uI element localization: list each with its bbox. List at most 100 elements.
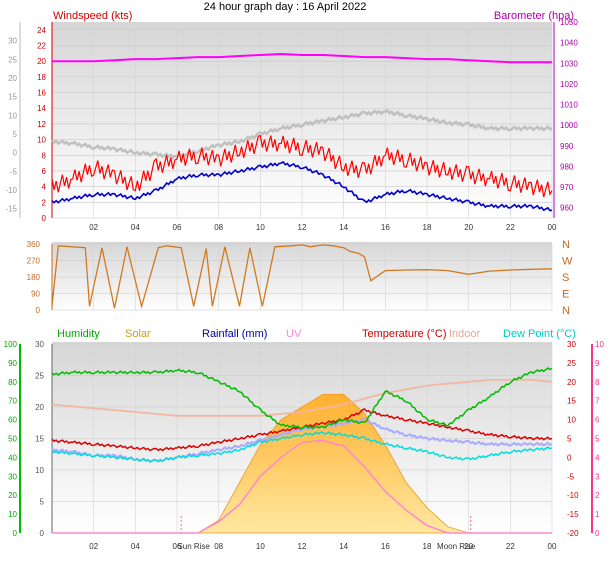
time-tick-label: 18 [423,223,432,232]
humidity-tick-label: 40 [8,453,17,462]
barometer-axis-label: Barometer (hpa) [494,10,574,22]
time-tick-label: 00 [548,542,557,551]
temperature-tick-label: 5 [567,435,572,444]
axes: 024681012141618202224-15-10-505101520253… [4,18,605,551]
time-tick-label: 16 [381,223,390,232]
time-tick-label: 10 [256,542,265,551]
time-tick-label: 02 [89,223,98,232]
direction-tick-label: 90 [31,290,40,299]
legend-uv: UV [286,328,302,340]
windspeed-tick-label: 18 [37,73,46,82]
temperature-tick-label: 20 [567,378,576,387]
time-tick-label: 10 [256,223,265,232]
series-wind-gust-ghost [51,108,553,160]
humidity-tick-label: 10 [8,510,17,519]
time-tick-label: 12 [298,542,307,551]
uv-tick-label: 9 [595,359,600,368]
barometer-tick-label: 960 [560,204,574,213]
uv-tick-label: 4 [595,453,600,462]
graph-title: 24 hour graph day : 16 April 2022 [204,1,367,13]
barometer-tick-label: 1040 [560,39,578,48]
compass-label: W [562,256,573,268]
windspeed-tick-label: 2 [42,198,47,207]
humidity-tick-label: 30 [8,472,17,481]
windspeed-tick-label: 24 [37,26,46,35]
moonrise-marker-label: Moon Rise [437,542,476,551]
legend-indoor: Indoor [449,328,481,340]
windspeed-tick-label: 4 [42,183,47,192]
wind-secondary-tick-label: 30 [8,37,17,46]
barometer-tick-label: 1010 [560,101,578,110]
direction-tick-label: 360 [27,240,41,249]
windspeed-tick-label: 0 [42,214,47,223]
compass-label: N [562,305,570,317]
temperature-tick-label: 15 [567,397,576,406]
sunrise-marker-label: Sun Rise [177,542,210,551]
barometer-tick-label: 980 [560,162,574,171]
humidity-tick-label: 90 [8,359,17,368]
solar-tick-label: 5 [40,498,45,507]
wind-secondary-tick-label: -10 [5,186,17,195]
humidity-tick-label: 50 [8,435,17,444]
uv-tick-label: 7 [595,397,600,406]
compass-label: N [562,239,570,251]
time-tick-label: 06 [173,542,182,551]
uv-tick-label: 8 [595,378,600,387]
windspeed-tick-label: 6 [42,167,47,176]
solar-tick-label: 10 [35,466,44,475]
humidity-tick-label: 60 [8,416,17,425]
solar-tick-label: 0 [40,529,45,538]
solar-tick-label: 25 [35,372,44,381]
uv-tick-label: 2 [595,491,600,500]
temperature-tick-label: 0 [567,453,572,462]
windspeed-tick-label: 22 [37,42,46,51]
uv-tick-label: 3 [595,472,600,481]
series-indoor [51,378,553,417]
series-uv [52,439,552,534]
wind-secondary-tick-label: 15 [8,93,17,102]
time-tick-label: 18 [423,542,432,551]
humidity-tick-label: 100 [4,340,18,349]
legend-humidity: Humidity [57,328,100,340]
uv-tick-label: 6 [595,416,600,425]
uv-tick-label: 1 [595,510,600,519]
chart-marks [51,52,553,534]
windspeed-tick-label: 20 [37,57,46,66]
time-tick-label: 12 [298,223,307,232]
legend-solar: Solar [125,328,151,340]
series-wind-direction [51,244,553,309]
wind-secondary-tick-label: 5 [13,130,18,139]
wind-secondary-tick-label: 20 [8,74,17,83]
series-barometer [52,52,552,64]
legend-rainfall: Rainfall (mm) [202,328,267,340]
time-tick-label: 20 [464,223,473,232]
wind-secondary-tick-label: -15 [5,205,17,214]
windspeed-tick-label: 12 [37,120,46,129]
time-tick-label: 06 [173,223,182,232]
direction-tick-label: 180 [27,273,41,282]
time-tick-label: 20 [464,542,473,551]
time-tick-label: 08 [214,542,223,551]
time-tick-label: 22 [506,542,515,551]
direction-tick-label: 0 [36,306,41,315]
barometer-tick-label: 1050 [560,18,578,27]
legend-temperature: Temperature (°C) [362,328,446,340]
temperature-tick-label: 25 [567,359,576,368]
series-humidity [51,367,553,430]
windspeed-axis-label: Windspeed (kts) [53,10,132,22]
time-tick-label: 04 [131,542,140,551]
wind-secondary-tick-label: -5 [10,167,18,176]
temperature-tick-label: -15 [567,510,579,519]
windspeed-tick-label: 16 [37,89,46,98]
humidity-tick-label: 0 [13,529,18,538]
solar-tick-label: 15 [35,435,44,444]
series-dew-point [51,431,553,463]
temperature-tick-label: -5 [567,472,575,481]
compass-label: S [562,272,569,284]
temperature-tick-label: -10 [567,491,579,500]
uv-tick-label: 5 [595,435,600,444]
time-tick-label: 08 [214,223,223,232]
humidity-tick-label: 80 [8,378,17,387]
time-tick-label: 14 [339,542,348,551]
time-tick-label: 04 [131,223,140,232]
